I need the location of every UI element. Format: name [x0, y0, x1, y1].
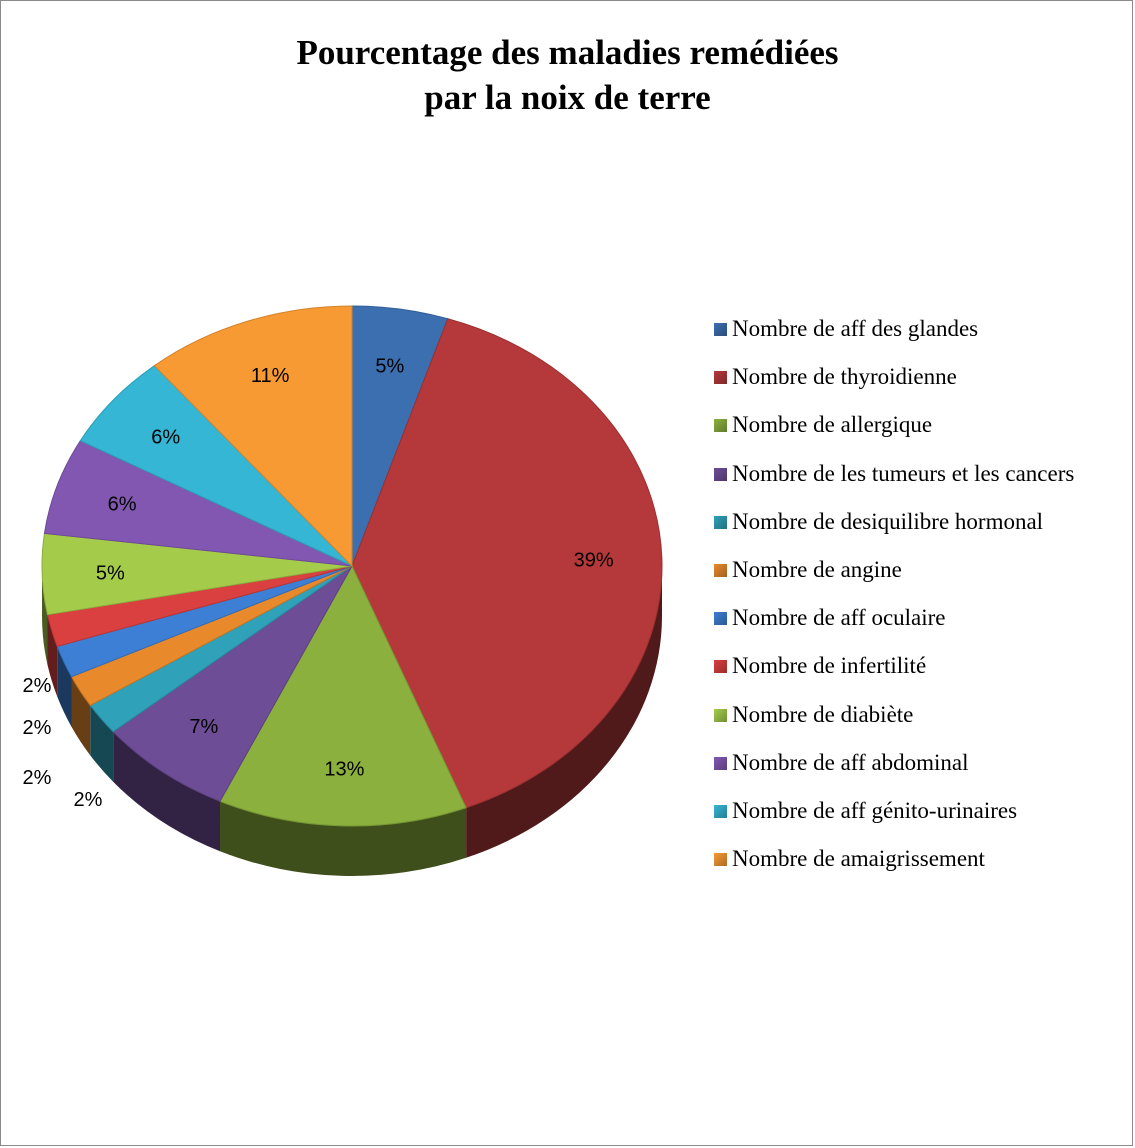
legend-swatch	[714, 467, 727, 481]
legend-label: Nombre de aff des glandes	[732, 316, 979, 341]
pie-side-nombre-de-desiquilibre-hormonal	[90, 705, 114, 782]
data-label-nombre-de-thyroidienne: 39%	[574, 550, 614, 572]
legend-label: Nombre de diabiète	[732, 701, 914, 727]
pie-slice-nombre-de-les-tumeurs-et-les-cancers	[112, 565, 353, 802]
data-label-nombre-de-diabiete: 5%	[96, 562, 125, 584]
chart-title-line-2: par la noix de terre	[424, 78, 711, 117]
legend-label: Nombre de allergique	[732, 412, 933, 438]
legend-label: Nombre de aff génito-urinaires	[732, 797, 1018, 823]
chart-title-line-1: Pourcentage des maladies remédiées	[296, 33, 839, 72]
legend-swatch	[714, 660, 727, 674]
data-label-nombre-de-aff-abdominal: 6%	[108, 493, 137, 515]
pie-slice-nombre-de-thyroidienne	[351, 318, 663, 809]
legend-swatch	[714, 804, 727, 818]
legend-swatch	[714, 419, 727, 433]
data-label-nombre-de-aff-des-glandes: 5%	[375, 356, 404, 378]
legend-swatch	[714, 708, 727, 722]
data-label-nombre-de-amaigrissement: 11%	[251, 365, 290, 387]
legend-label: Nombre de aff oculaire	[732, 605, 946, 631]
pie-side-nombre-de-allergique	[220, 801, 467, 876]
legend-label: Nombre de infertilité	[732, 653, 927, 679]
data-label-nombre-de-les-tumeurs-et-les-cancers: 7%	[189, 716, 218, 738]
legend-label: Nombre de les tumeurs et les cancers	[732, 460, 1075, 486]
legend-swatch	[714, 612, 727, 626]
data-label-nombre-de-aff-genito-urinaires: 6%	[151, 427, 180, 449]
pie-side-nombre-de-infertilite	[47, 614, 58, 697]
pie-side-nombre-de-thyroidienne	[466, 566, 662, 858]
data-label-nombre-de-allergique: 13%	[324, 759, 364, 781]
data-label-nombre-de-aff-oculaire: 2%	[23, 717, 52, 739]
legend-label: Nombre de desiquilibre hormonal	[732, 508, 1044, 534]
pie-side-nombre-de-aff-oculaire	[57, 646, 72, 727]
pie-side-nombre-de-angine	[71, 676, 91, 756]
legend-swatch	[714, 323, 727, 336]
legend-label: Nombre de thyroidienne	[732, 364, 957, 390]
pie-label-layer: 5% 39% 13% 7% 2% 2% 2% 2% 5% 6% 6% 11%	[23, 356, 614, 811]
pie-top-layer	[41, 305, 663, 827]
legend-swatch	[714, 371, 727, 385]
legend-label: Nombre de aff abdominal	[732, 749, 969, 775]
pie-depth-layer	[42, 566, 662, 876]
pie-slice-nombre-de-amaigrissement	[153, 305, 353, 568]
legend-swatch	[714, 563, 727, 577]
legend-swatch	[714, 756, 727, 770]
chart-title: Pourcentage des maladies remédiées par l…	[0, 30, 1135, 120]
data-label-nombre-de-desiquilibre-hormonal: 2%	[74, 789, 103, 811]
data-label-nombre-de-infertilite: 2%	[23, 675, 52, 697]
legend-label: Nombre de amaigrissement	[732, 846, 985, 872]
legend-swatch	[714, 515, 727, 529]
legend-swatch	[714, 853, 727, 867]
legend-label: Nombre de angine	[732, 556, 902, 582]
data-label-nombre-de-angine: 2%	[23, 767, 52, 789]
pie-side-nombre-de-les-tumeurs-et-les-cancers	[113, 731, 221, 852]
pie-slice-nombre-de-allergique	[219, 564, 467, 827]
